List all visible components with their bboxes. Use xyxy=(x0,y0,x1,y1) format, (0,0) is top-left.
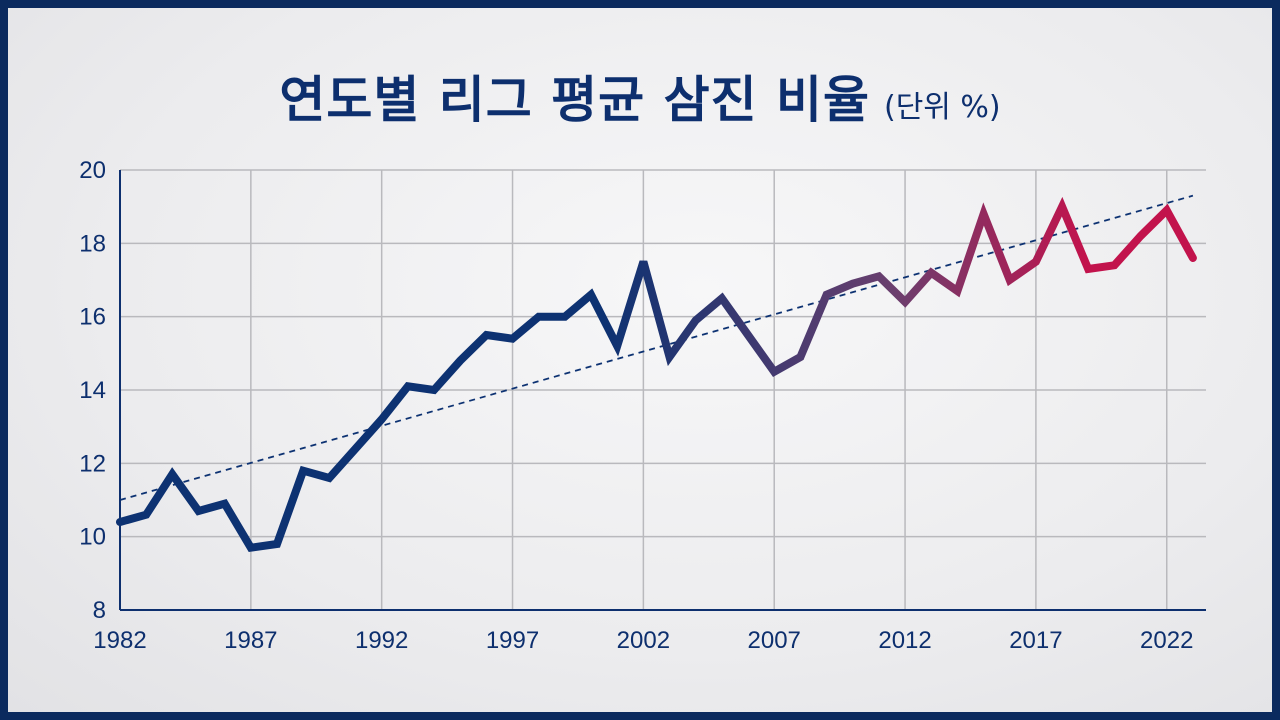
x-tick-label: 1997 xyxy=(486,627,539,654)
data-point xyxy=(563,315,567,319)
y-tick-label: 10 xyxy=(79,524,106,551)
series-line xyxy=(116,196,1197,553)
data-point xyxy=(118,520,122,524)
data-point xyxy=(1034,260,1038,264)
data-point xyxy=(1112,263,1116,267)
x-tick-label: 1987 xyxy=(224,627,277,654)
data-point xyxy=(144,513,148,517)
x-tick-label: 2002 xyxy=(617,627,670,654)
data-point xyxy=(275,542,279,546)
data-point xyxy=(432,388,436,392)
data-point xyxy=(537,315,541,319)
data-point xyxy=(484,333,488,337)
data-point xyxy=(877,274,881,278)
data-point xyxy=(223,502,227,506)
data-point xyxy=(668,355,672,359)
data-point xyxy=(746,333,750,337)
data-point xyxy=(1008,278,1012,282)
data-point xyxy=(851,282,855,286)
data-point xyxy=(327,476,331,480)
chart-unit: (단위 %) xyxy=(883,90,1001,125)
data-point xyxy=(589,293,593,297)
data-point xyxy=(197,509,201,513)
chart-title: 연도별 리그 평균 삼진 비율 xyxy=(279,71,870,129)
data-point xyxy=(694,318,698,322)
chart-frame: 연도별 리그 평균 삼진 비율 (단위 %) 8 10 12 14 16 18 20 1982 1… xyxy=(8,8,1272,712)
data-point xyxy=(955,289,959,293)
data-point xyxy=(903,300,907,304)
x-tick-label: 2022 xyxy=(1140,627,1193,654)
data-point xyxy=(170,472,174,476)
y-tick-label: 14 xyxy=(79,377,106,404)
x-tick-label: 2012 xyxy=(878,627,931,654)
data-point xyxy=(1060,205,1064,209)
data-point xyxy=(720,296,724,300)
x-tick-label: 1992 xyxy=(355,627,408,654)
data-point xyxy=(1086,267,1090,271)
data-point xyxy=(615,344,619,348)
data-point xyxy=(406,384,410,388)
data-point xyxy=(380,417,384,421)
data-point xyxy=(1139,234,1143,238)
line-chart: 8 10 12 14 16 18 20 1982 1987 1992 1997 2002 2007 201… xyxy=(79,157,1206,654)
data-point xyxy=(1165,208,1169,212)
data-point xyxy=(982,212,986,216)
y-tick-label: 8 xyxy=(93,597,106,624)
y-tick-label: 16 xyxy=(79,304,106,331)
data-point xyxy=(825,293,829,297)
trend-line xyxy=(119,194,1194,501)
data-point xyxy=(249,546,253,550)
data-point xyxy=(641,260,645,264)
data-point xyxy=(798,355,802,359)
data-point xyxy=(1191,256,1195,260)
y-tick-label: 12 xyxy=(79,450,106,477)
data-point xyxy=(929,271,933,275)
data-point xyxy=(458,359,462,363)
x-tick-label: 1982 xyxy=(93,627,146,654)
data-point xyxy=(301,469,305,473)
x-tick-label: 2017 xyxy=(1009,627,1062,654)
data-point xyxy=(772,370,776,374)
chart-title-block: 연도별 리그 평균 삼진 비율 (단위 %) xyxy=(8,60,1272,132)
x-tick-label: 2007 xyxy=(748,627,801,654)
y-tick-label: 20 xyxy=(79,157,106,184)
y-tick-label: 18 xyxy=(79,230,106,257)
data-point xyxy=(354,447,358,451)
data-point xyxy=(511,337,515,341)
